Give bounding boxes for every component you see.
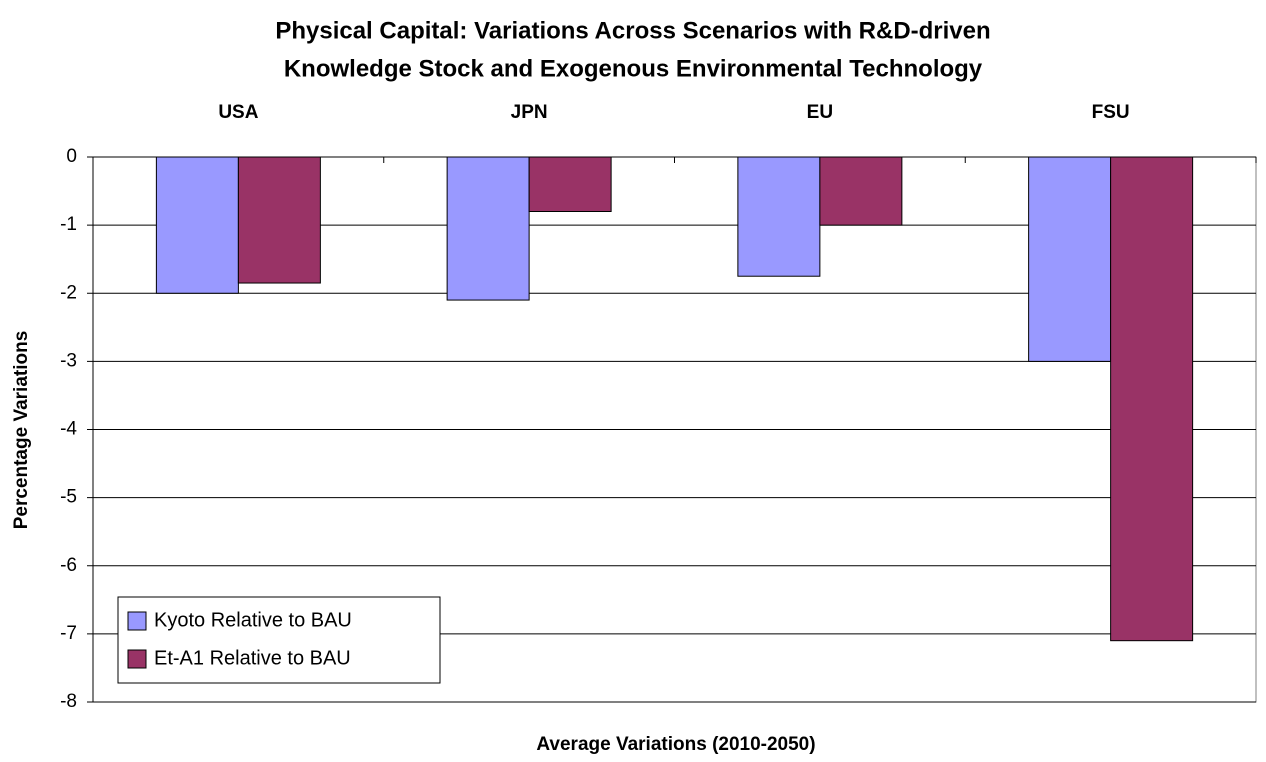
y-tick-label: 0 (66, 146, 77, 167)
y-tick-label: -4 (60, 419, 77, 440)
bar (446, 156, 530, 301)
y-tick-label: -5 (60, 487, 77, 508)
x-tick-label: EU (807, 102, 833, 123)
x-tick-label: JPN (511, 102, 548, 123)
y-tick-label: -3 (60, 350, 77, 371)
bar (1110, 156, 1194, 642)
bar (737, 156, 821, 277)
x-tick-label: USA (218, 102, 258, 123)
x-axis-label: Average Variations (2010-2050) (536, 734, 815, 755)
y-tick-label: -7 (60, 623, 77, 644)
bar (819, 156, 903, 226)
bar (1028, 156, 1112, 362)
bar (237, 156, 321, 284)
chart-title: Knowledge Stock and Exogenous Environmen… (284, 55, 983, 82)
bar (155, 156, 239, 294)
chart-title: Physical Capital: Variations Across Scen… (275, 17, 990, 44)
legend-box (117, 596, 441, 684)
x-tick-label: FSU (1092, 102, 1130, 123)
y-tick-label: -1 (60, 214, 77, 235)
y-tick-label: -8 (60, 691, 77, 712)
y-tick-label: -2 (60, 282, 77, 303)
bar (528, 156, 612, 212)
legend-swatch (127, 649, 147, 669)
legend-label: Et-A1 Relative to BAU (154, 647, 351, 669)
legend-swatch (127, 611, 147, 631)
y-axis-label: Percentage Variations (11, 331, 32, 530)
y-tick-label: -6 (60, 555, 77, 576)
legend-label: Kyoto Relative to BAU (154, 609, 352, 631)
